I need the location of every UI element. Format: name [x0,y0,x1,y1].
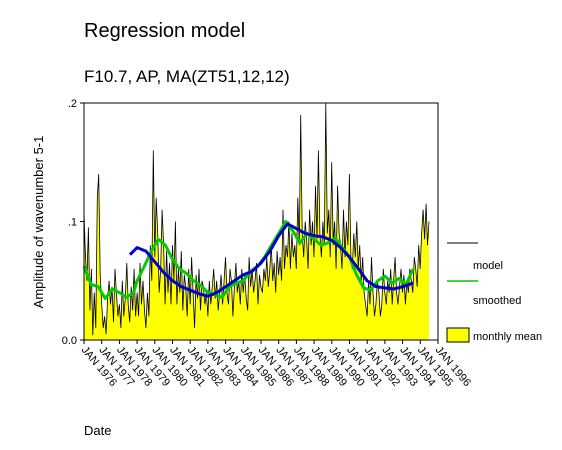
chart-subtitle: F10.7, AP, MA(ZT51,12,12) [84,67,290,86]
legend-model-label: model [473,260,503,272]
y-tick-label: .1 [68,217,77,229]
smoothed-series-line [82,220,415,300]
legend-smoothed-label: smoothed [473,295,521,307]
chart-title: Regression model [84,20,245,42]
legend-monthly-mean-label: monthly mean [473,331,542,343]
y-tick-label: .2 [68,98,77,110]
x-axis-label: Date [84,423,111,438]
y-axis-label: Amplitude of wavenumber 5-1 [31,136,46,309]
y-axis: 0.0 .1 .2 [62,98,84,347]
y-tick-label: 0.0 [62,335,77,347]
monthly-mean-area [84,103,429,340]
monthly-mean-line [83,102,430,336]
legend-monthly-mean-swatch [446,327,470,343]
model-series-line [128,222,414,298]
plot-area [82,102,439,341]
legend: model smoothed monthly mean [446,242,542,343]
